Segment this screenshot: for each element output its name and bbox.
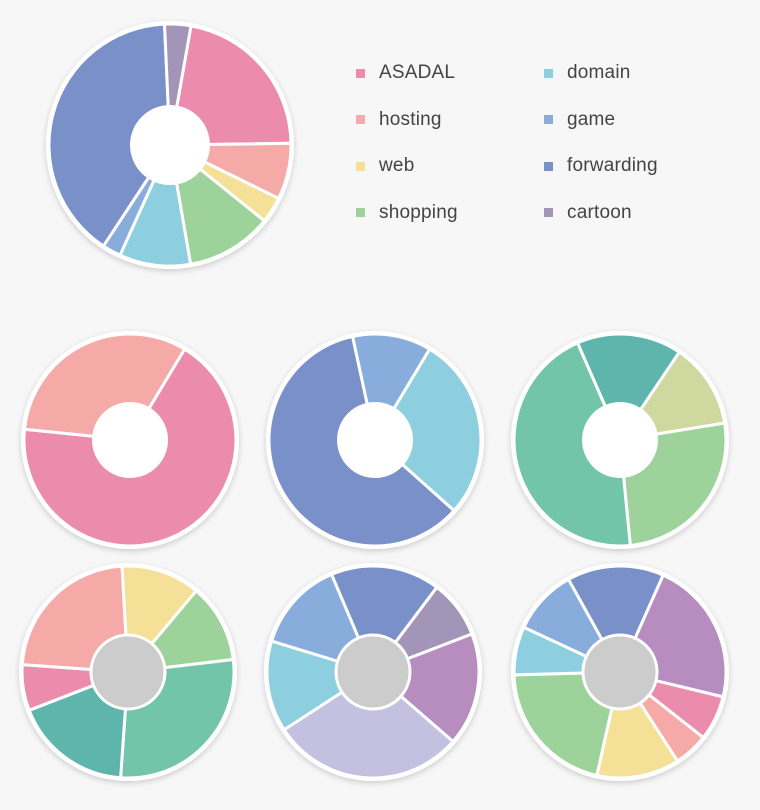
- donut-hole: [89, 633, 167, 711]
- legend-swatch: [356, 68, 365, 78]
- legend-item: ASADAL: [356, 58, 455, 88]
- legend-item: web: [356, 151, 414, 181]
- donut-chart-1: [46, 21, 294, 269]
- pie-slice-domain: [373, 347, 483, 513]
- pie-slice: [512, 341, 632, 548]
- pie-slice-asadal: [168, 24, 293, 147]
- donut-hole: [334, 633, 412, 711]
- legend-swatch: [544, 68, 553, 78]
- legend-label: hosting: [379, 108, 442, 130]
- legend-item: domain: [544, 58, 631, 88]
- legend-item: cartoon: [544, 198, 632, 228]
- pie-slice: [371, 632, 481, 744]
- legend-swatch: [356, 115, 365, 124]
- legend-item: hosting: [356, 105, 442, 135]
- donut-hole: [581, 633, 659, 711]
- donut-hole: [337, 402, 413, 478]
- pie-slice: [576, 332, 681, 442]
- pie-slice: [282, 670, 455, 780]
- legend-item: game: [544, 105, 615, 135]
- legend-label: ASADAL: [379, 62, 456, 83]
- donut-hole: [130, 105, 210, 185]
- donut-hole: [582, 402, 658, 478]
- legend-swatch: [356, 208, 365, 217]
- pie-slice: [567, 564, 665, 674]
- pie-slice-forwarding: [47, 22, 172, 248]
- legend-swatch: [544, 208, 553, 217]
- donut-hole: [92, 402, 168, 478]
- legend: ASADAL hosting web shopping domain game forwar…: [356, 58, 696, 238]
- donut-chart-4: [511, 331, 729, 549]
- legend-item: forwarding: [544, 151, 658, 181]
- donut-chart-3: [266, 331, 484, 549]
- legend-label: shopping: [379, 201, 458, 223]
- legend-label: cartoon: [567, 201, 632, 223]
- donut-chart-5: [19, 563, 237, 781]
- legend-swatch: [544, 161, 553, 171]
- legend-label: domain: [567, 62, 631, 83]
- legend-swatch: [544, 115, 553, 124]
- donut-chart-2: [21, 331, 239, 549]
- donut-chart-6: [264, 563, 482, 781]
- legend-label: game: [567, 108, 616, 130]
- legend-swatch: [356, 161, 365, 171]
- legend-label: web: [379, 155, 415, 176]
- pie-slice: [265, 639, 375, 732]
- pie-slice: [330, 564, 439, 674]
- legend-item: shopping: [356, 198, 458, 228]
- legend-label: forwarding: [567, 155, 658, 176]
- donut-chart-7: [511, 563, 729, 781]
